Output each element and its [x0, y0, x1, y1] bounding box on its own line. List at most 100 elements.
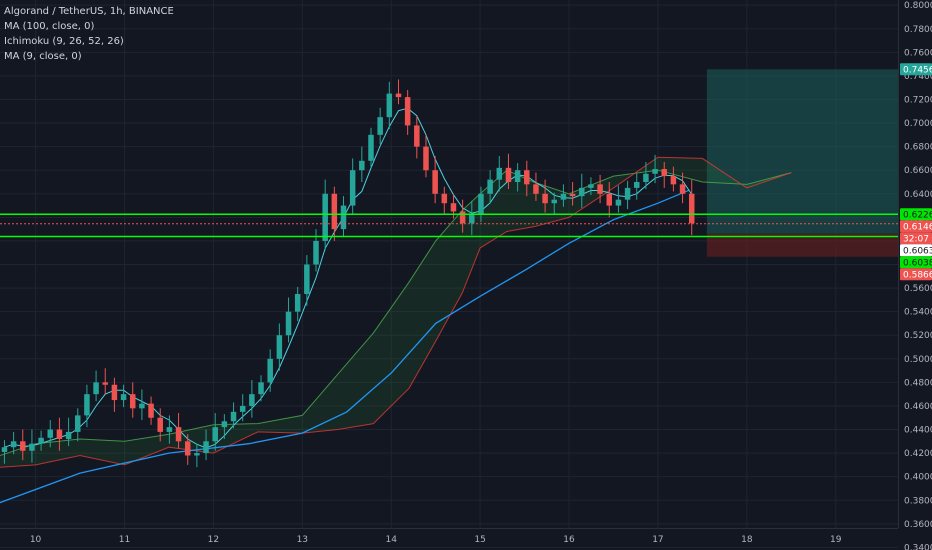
candle [487, 170, 493, 204]
badge-bg [900, 268, 932, 281]
candle [47, 420, 54, 448]
badge-label: 0.6063 [903, 246, 932, 256]
price-badge-stop: 0.5866 [900, 268, 932, 281]
candle-body [212, 427, 218, 442]
candle [75, 408, 81, 442]
candle [56, 417, 63, 451]
candle [496, 156, 503, 192]
candle-body [670, 176, 677, 185]
candle-body [340, 205, 347, 230]
stop-zone [706, 233, 898, 257]
candle [459, 199, 466, 233]
x-tick-label: 19 [830, 535, 842, 545]
badge-bg [900, 208, 932, 221]
candle [414, 115, 420, 159]
candle [212, 413, 218, 451]
candle [643, 161, 649, 190]
price-badge-level: 0.6226 [900, 208, 932, 221]
candle [606, 181, 613, 218]
legend-ichimoku[interactable]: Ichimoku (9, 26, 52, 26) [4, 36, 124, 47]
candle-body [93, 382, 99, 395]
candle [20, 429, 26, 461]
candle-body [120, 394, 127, 401]
candle-body [359, 160, 365, 171]
price-badges: 0.7456 0.6226 0.6146 32:07 0.6063 0.6038 0.586… [900, 63, 932, 281]
badge-label: 0.6226 [903, 210, 932, 220]
candle [29, 429, 35, 463]
x-tick-label: 16 [563, 535, 575, 545]
candle-body [551, 199, 558, 204]
candle-body [524, 170, 530, 185]
badge-label: 0.6146 [903, 222, 932, 232]
candle-body [423, 146, 429, 171]
candle [441, 186, 448, 216]
time-axis[interactable]: 10 11 12 13 14 15 16 17 18 19 [30, 535, 842, 545]
candle [368, 127, 374, 168]
candle-body [111, 384, 118, 401]
candle-body [322, 193, 328, 241]
candle-body [560, 193, 567, 200]
candle-body [148, 403, 154, 418]
candle-body [404, 97, 411, 126]
x-tick-label: 17 [652, 535, 663, 545]
candle [588, 177, 594, 195]
candle-body [661, 169, 667, 177]
candle [652, 154, 658, 184]
candle [230, 402, 237, 429]
candle [524, 160, 530, 197]
candle [84, 384, 90, 428]
candle [194, 443, 200, 468]
candle-body [542, 193, 548, 204]
candle-body [230, 411, 237, 422]
candle-body [368, 134, 374, 161]
candle-body [606, 193, 613, 206]
candle [139, 389, 145, 421]
candle [166, 415, 173, 444]
horizontal-levels[interactable] [0, 213, 898, 238]
candle [688, 179, 695, 236]
candle [239, 394, 246, 422]
ichimoku-cloud [0, 156, 792, 468]
leading-span-b [0, 156, 792, 468]
candle-body [239, 405, 246, 412]
candle [258, 375, 264, 402]
candle-body [102, 382, 108, 385]
ma9-line [4, 107, 693, 449]
candle-body [533, 184, 539, 194]
legend-symbol[interactable]: Algorand / TetherUS, 1h, BINANCE [4, 6, 174, 17]
candle-body [84, 394, 90, 416]
price-badge-level: 0.6038 [900, 256, 932, 269]
x-tick-label: 15 [474, 535, 485, 545]
candle-body [496, 167, 503, 180]
candle-body [487, 179, 493, 194]
candle-body [450, 203, 457, 212]
candle-body [56, 429, 63, 439]
candles [1, 79, 695, 468]
candle-body [679, 184, 686, 194]
candle [184, 434, 191, 465]
candle-body [505, 167, 512, 182]
candle [542, 179, 548, 213]
legend-ma9[interactable]: MA (9, close, 0) [4, 51, 82, 62]
legend-ma100[interactable]: MA (100, close, 0) [4, 21, 95, 32]
candle-body [75, 415, 81, 432]
candle-body [377, 117, 383, 135]
candle [276, 323, 283, 371]
badge-bg [900, 63, 932, 76]
y-tick-label: 0.3400 [904, 543, 932, 550]
cloud-fill [0, 157, 792, 468]
candle-body [597, 184, 603, 194]
candle-body [249, 394, 255, 406]
candle-body [184, 441, 191, 456]
chart-legend: Algorand / TetherUS, 1h, BINANCE MA (100… [4, 4, 174, 64]
candle-body [10, 441, 17, 448]
